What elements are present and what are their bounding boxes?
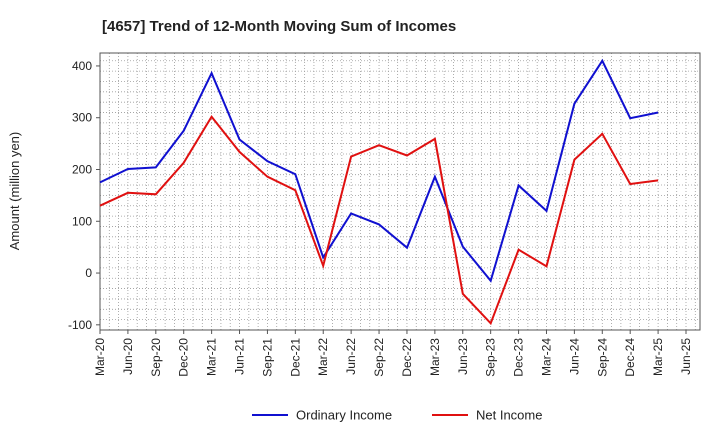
- x-tick-label: Mar-24: [539, 338, 553, 376]
- data-point-ordinary-income: [406, 246, 408, 248]
- data-point-net-income: [573, 158, 575, 160]
- x-tick-label: Dec-22: [400, 338, 414, 377]
- data-point-ordinary-income: [573, 103, 575, 105]
- legend-label-ordinary-income: Ordinary Income: [296, 408, 392, 423]
- y-tick-label: 0: [85, 266, 92, 280]
- chart-title: [4657] Trend of 12-Month Moving Sum of I…: [102, 18, 456, 35]
- y-tick-label: 400: [72, 59, 92, 73]
- y-axis: -100 0 100 200 300 400: [68, 59, 100, 332]
- data-point-net-income: [183, 162, 185, 164]
- legend: Ordinary Income Net Income: [252, 408, 542, 423]
- data-point-net-income: [99, 205, 101, 207]
- plot-frame: [99, 52, 701, 331]
- data-point-net-income: [238, 151, 240, 153]
- x-tick-label: Dec-24: [623, 338, 637, 377]
- data-point-net-income: [434, 138, 436, 140]
- data-point-ordinary-income: [210, 72, 212, 74]
- series-line-ordinary-income: [99, 58, 659, 283]
- data-point-net-income: [155, 193, 157, 195]
- data-point-net-income: [266, 176, 268, 178]
- data-point-net-income: [517, 249, 519, 251]
- y-tick-label: -100: [68, 318, 92, 332]
- data-point-ordinary-income: [601, 60, 603, 62]
- x-tick-label: Mar-20: [93, 338, 107, 376]
- x-tick-label: Mar-23: [428, 338, 442, 376]
- x-tick-label: Sep-23: [484, 338, 498, 377]
- data-point-net-income: [657, 179, 659, 181]
- data-point-net-income: [629, 183, 631, 185]
- legend-label-net-income: Net Income: [476, 408, 542, 423]
- x-tick-label: Jun-22: [344, 338, 358, 375]
- x-axis: Mar-20 Jun-20 Sep-20 Dec-20 Mar-21 Jun-21 Sep-…: [93, 330, 693, 377]
- data-point-ordinary-income: [183, 129, 185, 131]
- x-tick-label: Mar-22: [316, 338, 330, 376]
- data-point-ordinary-income: [489, 280, 491, 282]
- x-tick-label: Dec-20: [177, 338, 191, 377]
- data-point-ordinary-income: [155, 166, 157, 168]
- data-point-ordinary-income: [517, 184, 519, 186]
- data-point-ordinary-income: [127, 168, 129, 170]
- y-tick-label: 200: [72, 162, 92, 176]
- data-point-net-income: [210, 115, 212, 117]
- y-axis-label: Amount (million yen): [7, 132, 22, 251]
- x-tick-label: Sep-20: [149, 338, 163, 377]
- data-point-ordinary-income: [266, 160, 268, 162]
- data-point-ordinary-income: [545, 210, 547, 212]
- x-tick-label: Sep-21: [260, 338, 274, 377]
- data-point-net-income: [545, 265, 547, 267]
- x-tick-label: Dec-23: [512, 338, 526, 377]
- data-point-net-income: [601, 133, 603, 135]
- data-point-net-income: [294, 189, 296, 191]
- data-point-net-income: [406, 154, 408, 156]
- data-point-net-income: [127, 192, 129, 194]
- data-point-ordinary-income: [462, 245, 464, 247]
- data-point-net-income: [350, 155, 352, 157]
- x-tick-label: Jun-25: [679, 338, 693, 375]
- x-tick-label: Jun-23: [456, 338, 470, 375]
- data-point-ordinary-income: [657, 111, 659, 113]
- x-tick-label: Jun-24: [567, 338, 581, 375]
- y-tick-label: 300: [72, 111, 92, 125]
- series-line-net-income: [99, 114, 659, 326]
- data-point-ordinary-income: [629, 117, 631, 119]
- x-tick-label: Sep-22: [372, 338, 386, 377]
- series-group: [99, 58, 659, 326]
- data-point-ordinary-income: [294, 173, 296, 175]
- x-tick-label: Mar-21: [205, 338, 219, 376]
- data-point-ordinary-income: [434, 176, 436, 178]
- x-tick-label: Jun-21: [233, 338, 247, 375]
- grid: [100, 53, 700, 330]
- x-tick-label: Dec-21: [288, 338, 302, 377]
- y-tick-label: 100: [72, 214, 92, 228]
- data-point-ordinary-income: [99, 181, 101, 183]
- data-point-net-income: [378, 144, 380, 146]
- x-tick-label: Mar-25: [651, 338, 665, 376]
- data-point-ordinary-income: [378, 223, 380, 225]
- data-point-net-income: [322, 265, 324, 267]
- data-point-net-income: [489, 322, 491, 324]
- data-point-ordinary-income: [238, 138, 240, 140]
- data-point-ordinary-income: [350, 212, 352, 214]
- x-tick-label: Jun-20: [121, 338, 135, 375]
- data-point-net-income: [462, 293, 464, 295]
- x-tick-label: Sep-24: [595, 338, 609, 377]
